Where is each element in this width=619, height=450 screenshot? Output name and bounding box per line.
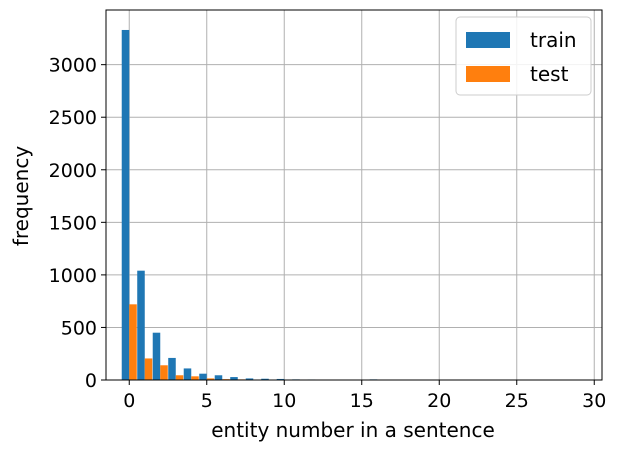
y-tick-label: 1500	[49, 212, 97, 234]
bar-test-5	[206, 378, 215, 380]
x-axis-ticks: 0 5 10 15 20 25 30	[123, 380, 606, 412]
bar-test-1	[144, 358, 153, 380]
legend-swatch-test	[466, 66, 510, 82]
y-tick-label: 500	[61, 317, 97, 339]
x-tick-label: 5	[201, 390, 213, 412]
bar-train-9	[261, 378, 269, 380]
bar-train-10	[276, 378, 285, 380]
y-axis-label: frequency	[9, 146, 33, 246]
x-axis-label: entity number in a sentence	[211, 418, 495, 442]
y-tick-label: 0	[85, 370, 97, 392]
y-tick-label: 2500	[49, 107, 97, 129]
bar-train-7	[230, 377, 238, 380]
y-axis-ticks: 0 500 1000 1500 2000 2500 3000	[49, 55, 106, 392]
legend-label-train: train	[530, 28, 577, 52]
bar-test-3	[175, 375, 184, 380]
y-tick-label: 1000	[49, 265, 97, 287]
bar-train-0	[121, 29, 130, 380]
x-tick-label: 20	[427, 390, 451, 412]
bar-test-4	[191, 376, 199, 380]
legend-swatch-train	[466, 32, 510, 48]
x-tick-label: 30	[582, 390, 606, 412]
bar-train-3	[168, 357, 176, 380]
x-tick-label: 0	[123, 390, 135, 412]
bar-train-2	[152, 332, 161, 380]
bar-train-4	[183, 368, 192, 380]
bar-test-0	[129, 304, 137, 380]
y-tick-label: 2000	[49, 160, 97, 182]
legend-label-test: test	[530, 62, 569, 86]
legend: train test	[455, 16, 592, 96]
bar-test-2	[160, 365, 168, 380]
bar-train-5	[199, 373, 207, 380]
plot-frame	[105, 9, 603, 381]
bar-train-6	[214, 375, 223, 380]
bar-train-8	[245, 378, 254, 380]
x-tick-label: 25	[505, 390, 529, 412]
bar-train-1	[137, 270, 145, 380]
x-tick-label: 15	[350, 390, 374, 412]
y-tick-label: 3000	[49, 55, 97, 77]
x-tick-label: 10	[272, 390, 296, 412]
